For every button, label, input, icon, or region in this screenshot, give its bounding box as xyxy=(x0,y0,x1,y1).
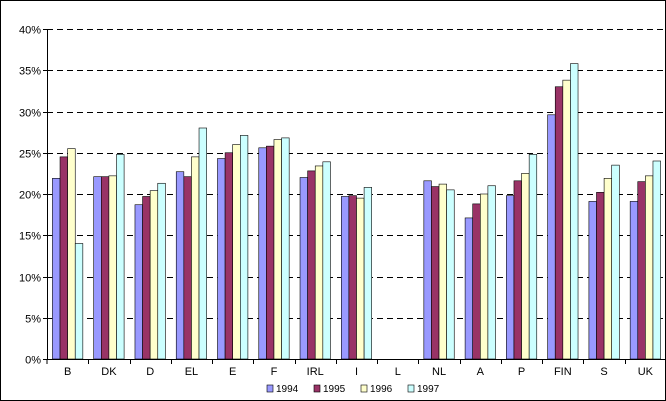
legend-swatch-1995 xyxy=(313,384,321,393)
bar-1997-FIN xyxy=(570,63,579,360)
bar-1997-S xyxy=(611,164,620,360)
y-tick-label: 10% xyxy=(19,273,41,285)
y-tick-label: 40% xyxy=(19,25,41,37)
bar-1995-NL xyxy=(431,186,440,360)
bar-1996-DK xyxy=(108,175,117,360)
bar-1997-IRL xyxy=(322,161,331,360)
bar-1995-DK xyxy=(101,176,110,360)
bar-1996-FIN xyxy=(562,79,571,360)
bar-1995-A xyxy=(472,203,481,360)
bar-1997-I xyxy=(363,187,373,360)
bar-1994-I xyxy=(340,196,350,360)
legend-label-1997: 1997 xyxy=(417,384,440,395)
bar-1997-D xyxy=(157,182,166,360)
bar-1996-F xyxy=(273,139,282,360)
bar-1995-E xyxy=(224,152,234,360)
legend-swatch-1996 xyxy=(360,384,368,393)
bar-1995-EL xyxy=(183,176,192,360)
bar-1996-I xyxy=(356,197,365,360)
bar-1994-A xyxy=(464,217,474,360)
bar-1997-NL xyxy=(446,189,455,360)
y-tick-label: 35% xyxy=(19,66,41,78)
x-tick-label: B xyxy=(64,366,71,378)
bar-1994-IRL xyxy=(299,177,308,360)
x-tick-label: D xyxy=(146,366,154,378)
bar-1995-P xyxy=(513,180,522,360)
bar-1994-B xyxy=(52,178,61,360)
bar-1996-EL xyxy=(191,156,200,360)
bar-1996-D xyxy=(149,190,159,360)
bar-1997-E xyxy=(240,135,249,360)
legend-label-1996: 1996 xyxy=(370,384,393,395)
bar-1996-S xyxy=(603,178,612,360)
bar-1996-B xyxy=(67,148,76,360)
bar-1994-S xyxy=(588,201,597,360)
bar-1995-F xyxy=(266,145,275,360)
bar-1994-EL xyxy=(175,171,185,360)
bar-1994-FIN xyxy=(547,114,556,360)
y-tick-label: 25% xyxy=(19,149,41,161)
bar-1996-P xyxy=(521,173,530,360)
bar-1997-UK xyxy=(652,160,661,360)
bar-1994-UK xyxy=(629,201,639,360)
y-tick-label: 0% xyxy=(25,355,41,367)
legend-swatch-1994 xyxy=(266,384,274,393)
bar-1997-B xyxy=(74,243,84,360)
bar-1995-D xyxy=(142,196,151,360)
x-tick-label: F xyxy=(271,366,278,378)
bar-1996-NL xyxy=(438,183,447,360)
x-tick-label: UK xyxy=(638,366,654,378)
y-tick-label: 5% xyxy=(25,314,41,326)
x-tick-label: FIN xyxy=(554,366,572,378)
bar-1995-IRL xyxy=(307,170,316,360)
legend: 1994 1995 1996 1997 xyxy=(266,384,440,395)
bar-1997-A xyxy=(487,185,496,360)
bar-1997-F xyxy=(281,137,290,360)
bars xyxy=(52,63,661,360)
bar-1995-I xyxy=(348,195,357,360)
bar-1996-E xyxy=(232,144,241,360)
x-tick-label: IRL xyxy=(307,366,324,378)
bar-1995-FIN xyxy=(554,86,564,360)
bar-1997-P xyxy=(528,154,538,360)
y-tick-label: 20% xyxy=(19,190,41,202)
bar-1994-DK xyxy=(93,176,102,360)
bar-1996-UK xyxy=(645,175,654,360)
x-tick-label: I xyxy=(355,366,358,378)
legend-swatch-1997 xyxy=(407,384,415,393)
legend-label-1994: 1994 xyxy=(276,384,299,395)
bar-1995-S xyxy=(596,192,605,360)
x-tick-label: E xyxy=(229,366,236,378)
bar-1996-IRL xyxy=(314,165,324,360)
x-tick-label: A xyxy=(477,366,485,378)
y-tick-label: 15% xyxy=(19,231,41,243)
x-tick-label: P xyxy=(518,366,525,378)
y-tick-label: 30% xyxy=(19,108,41,120)
bar-1994-P xyxy=(506,195,515,360)
x-tick-label: S xyxy=(600,366,607,378)
x-tick-label: DK xyxy=(101,366,117,378)
bar-1995-B xyxy=(59,156,68,360)
legend-label-1995: 1995 xyxy=(323,384,346,395)
y-tick-labels: 0% 5% 10% 15% 20% 25% 30% 35% 40% xyxy=(19,25,41,367)
bar-1996-A xyxy=(479,193,489,360)
bar-1994-E xyxy=(217,158,226,360)
bar-1994-NL xyxy=(423,180,432,360)
x-tick-label: NL xyxy=(432,366,446,378)
bar-1997-EL xyxy=(198,127,207,360)
x-tick-labels: B DK D EL E F IRL I L NL A P FIN S UK xyxy=(64,366,654,378)
bar-1994-F xyxy=(258,147,267,360)
bar-1994-D xyxy=(134,204,143,360)
bar-1995-UK xyxy=(637,181,646,360)
x-tick-label: L xyxy=(395,366,401,378)
x-tick-label: EL xyxy=(185,366,198,378)
bar-1997-DK xyxy=(116,154,125,360)
